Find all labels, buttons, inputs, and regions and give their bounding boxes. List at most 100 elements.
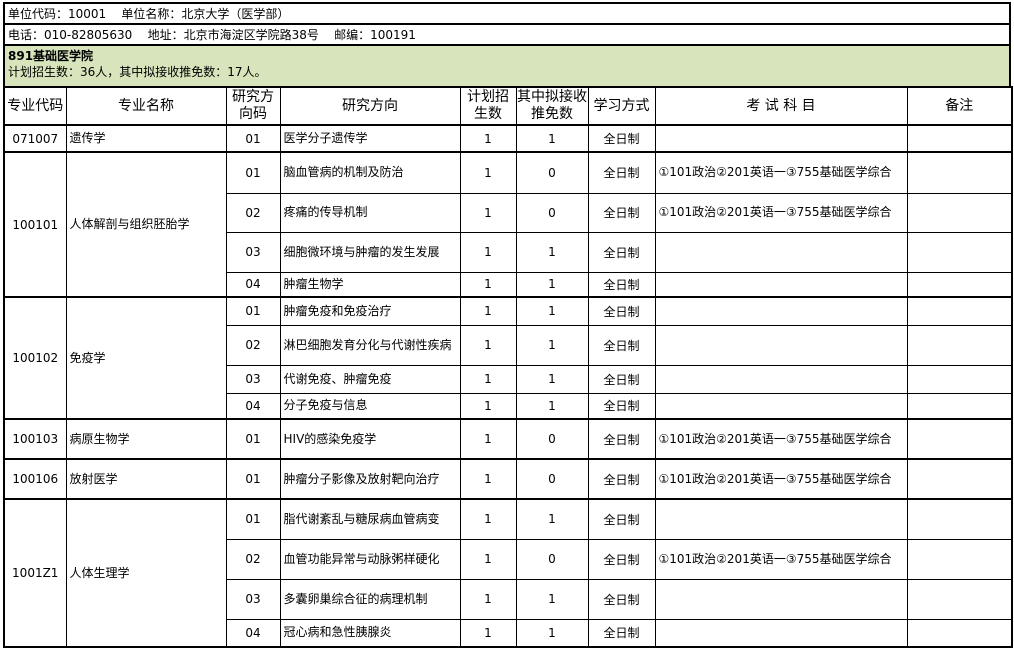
header-exempt: 其中拟接收推免数 xyxy=(515,86,589,126)
exam-subjects xyxy=(654,324,908,366)
plan-count: 1 xyxy=(459,192,517,233)
table-row: 1001Z1 人体生理学 01 脂代谢紊乱与糖尿病血管病变 1 1 全日制 xyxy=(3,498,1013,648)
major-name: 遗传学 xyxy=(65,124,227,153)
header-plan: 计划招生数 xyxy=(459,86,517,126)
plan-count: 1 xyxy=(459,124,517,153)
plan-count: 1 xyxy=(459,498,517,540)
exempt-count: 1 xyxy=(515,124,589,153)
major-name: 人体解剖与组织胚胎学 xyxy=(65,151,227,298)
exempt-count: 1 xyxy=(515,296,589,326)
direction-code: 01 xyxy=(225,124,281,153)
plan-count: 1 xyxy=(459,151,517,194)
exam-subjects: ①101政治②201英语一③755基础医学综合 xyxy=(654,538,908,580)
note xyxy=(906,458,1013,500)
plan-count: 1 xyxy=(459,324,517,366)
table-row: 04 肿瘤生物学 1 1 全日制 xyxy=(4,271,1013,298)
direction-name: 脂代谢紊乱与糖尿病血管病变 xyxy=(279,498,461,540)
study-mode: 全日制 xyxy=(587,324,656,366)
table-row: 100106 放射医学 01 肿瘤分子影像及放射靶向治疗 1 0 全日制 ①101政治②201… xyxy=(3,458,1013,500)
note xyxy=(906,498,1013,540)
exam-subjects: ①101政治②201英语一③755基础医学综合 xyxy=(654,418,908,460)
study-mode: 全日制 xyxy=(587,578,656,620)
exempt-count: 1 xyxy=(515,271,589,298)
direction-code: 04 xyxy=(225,618,281,648)
header-exam: 考 试 科 目 xyxy=(654,86,908,126)
direction-code: 01 xyxy=(225,296,281,326)
direction-name: 淋巴细胞发育分化与代谢性疾病 xyxy=(279,324,461,366)
direction-name: 脑血管病的机制及防治 xyxy=(279,151,461,194)
unit-info: 单位代码：10001 单位名称：北京大学（医学部） xyxy=(3,2,1011,23)
note xyxy=(906,364,1013,394)
header-direction: 研究方向 xyxy=(279,86,461,126)
note xyxy=(906,192,1013,233)
table-row: 04 分子免疫与信息 1 1 全日制 xyxy=(4,392,1013,420)
contact-info: 电话：010-82805630 地址：北京市海淀区学院路38号 邮编：10019… xyxy=(3,23,1011,44)
major-name: 放射医学 xyxy=(65,458,227,500)
direction-name: HIV的感染免疫学 xyxy=(279,418,461,460)
plan-count: 1 xyxy=(459,578,517,620)
direction-name: 医学分子遗传学 xyxy=(279,124,461,153)
direction-code: 02 xyxy=(225,192,281,233)
exam-subjects xyxy=(654,124,908,153)
direction-code: 03 xyxy=(225,578,281,620)
department-header: 891基础医学院 计划招生数：36人，其中拟接收推免数：17人。 xyxy=(3,44,1011,86)
header-row: 专业代码 专业名称 研究方向码 研究方向 计划招生数 其中拟接收推免数 学习方式… xyxy=(3,86,1013,126)
note xyxy=(906,418,1013,460)
plan-count: 1 xyxy=(459,231,517,273)
direction-name: 肿瘤生物学 xyxy=(279,271,461,298)
note xyxy=(906,124,1013,153)
exempt-count: 0 xyxy=(515,538,589,580)
programs-table: 专业代码 专业名称 研究方向码 研究方向 计划招生数 其中拟接收推免数 学习方式… xyxy=(3,86,1013,648)
major-code: 071007 xyxy=(3,124,67,153)
study-mode: 全日制 xyxy=(587,618,656,648)
direction-code: 01 xyxy=(225,458,281,500)
major-name: 免疫学 xyxy=(65,296,227,420)
department-summary: 计划招生数：36人，其中拟接收推免数：17人。 xyxy=(8,65,267,79)
direction-name: 冠心病和急性胰腺炎 xyxy=(279,618,461,648)
direction-name: 分子免疫与信息 xyxy=(279,392,461,420)
header-note: 备注 xyxy=(906,86,1013,126)
note xyxy=(906,296,1013,326)
direction-name: 疼痛的传导机制 xyxy=(279,192,461,233)
plan-count: 1 xyxy=(459,271,517,298)
study-mode: 全日制 xyxy=(587,418,656,460)
direction-code: 04 xyxy=(225,392,281,420)
study-mode: 全日制 xyxy=(587,124,656,153)
exempt-count: 0 xyxy=(515,458,589,500)
major-code: 100102 xyxy=(3,296,67,420)
table-row: 03 代谢免疫、肿瘤免疫 1 1 全日制 xyxy=(4,364,1013,394)
direction-name: 代谢免疫、肿瘤免疫 xyxy=(279,364,461,394)
direction-code: 02 xyxy=(225,538,281,580)
exempt-count: 1 xyxy=(515,231,589,273)
study-mode: 全日制 xyxy=(587,231,656,273)
direction-name: 肿瘤免疫和免疫治疗 xyxy=(279,296,461,326)
exam-subjects xyxy=(654,364,908,394)
exam-subjects: ①101政治②201英语一③755基础医学综合 xyxy=(654,458,908,500)
study-mode: 全日制 xyxy=(587,392,656,420)
major-code: 100101 xyxy=(3,151,67,298)
header-direction-code: 研究方向码 xyxy=(225,86,281,126)
direction-code: 03 xyxy=(225,364,281,394)
study-mode: 全日制 xyxy=(587,364,656,394)
direction-code: 03 xyxy=(225,231,281,273)
study-mode: 全日制 xyxy=(587,192,656,233)
exempt-count: 1 xyxy=(515,498,589,540)
exempt-count: 1 xyxy=(515,392,589,420)
exam-subjects xyxy=(654,271,908,298)
note xyxy=(906,151,1013,194)
direction-code: 02 xyxy=(225,324,281,366)
exam-subjects xyxy=(654,498,908,540)
exam-subjects: ①101政治②201英语一③755基础医学综合 xyxy=(654,192,908,233)
plan-count: 1 xyxy=(459,418,517,460)
header-major-name: 专业名称 xyxy=(65,86,227,126)
plan-count: 1 xyxy=(459,364,517,394)
exam-subjects xyxy=(654,296,908,326)
table-row: 100103 病原生物学 01 HIV的感染免疫学 1 0 全日制 ①101政治②201英语一… xyxy=(3,418,1013,460)
note xyxy=(906,231,1013,273)
exempt-count: 1 xyxy=(515,324,589,366)
study-mode: 全日制 xyxy=(587,296,656,326)
exam-subjects xyxy=(654,231,908,273)
exempt-count: 1 xyxy=(515,364,589,394)
major-code: 100106 xyxy=(3,458,67,500)
table-row: 04 冠心病和急性胰腺炎 1 1 全日制 xyxy=(4,618,1013,648)
